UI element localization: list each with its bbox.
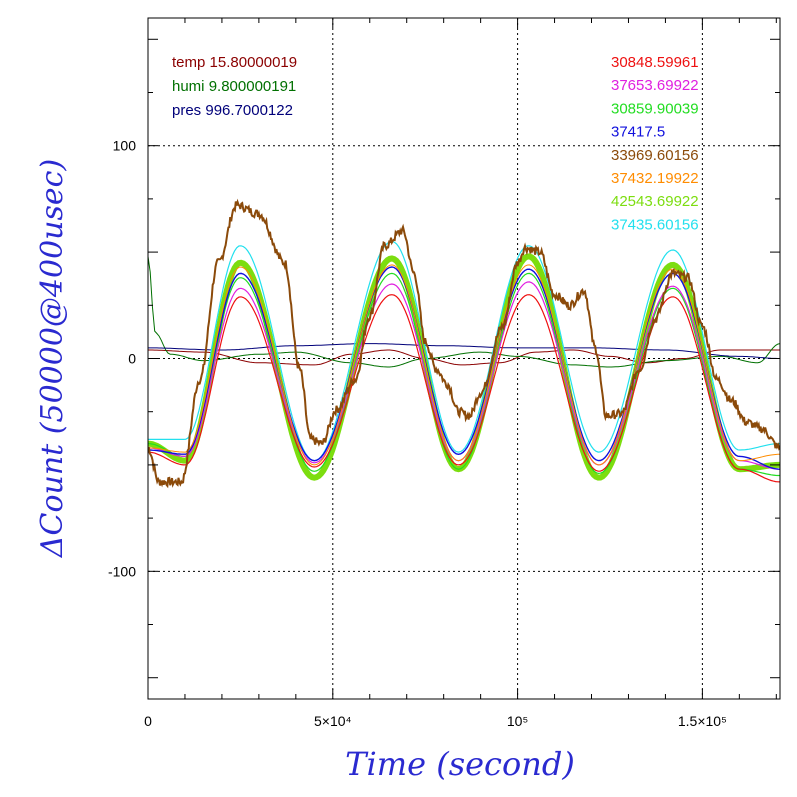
env-legend-name: temp (172, 54, 205, 71)
env-series-line-2 (148, 343, 780, 359)
series-legend-item: 37417.5 (611, 124, 665, 141)
series-legend-item: 33969.60156 (611, 147, 699, 164)
y-tick-label: 0 (128, 351, 136, 367)
series-line-0 (148, 294, 780, 483)
x-tick-label: 0 (144, 713, 152, 729)
x-tick-label: 1.5×10⁵ (678, 713, 727, 729)
x-tick-label: 5×10⁴ (314, 713, 352, 729)
series-layer (148, 198, 780, 489)
series-line-2 (148, 272, 780, 477)
env-legend-temp: temp 15.80000019 (172, 54, 297, 71)
series-legend: 30848.59961 37653.69922 30859.90039 37417.5… (611, 54, 699, 233)
env-series-line-0 (148, 349, 780, 366)
env-series-line-1 (148, 256, 780, 368)
y-tick-label: 100 (113, 138, 137, 154)
series-line-4 (148, 198, 780, 489)
env-legend: temp 15.80000019 humi 9.800000191 pres 996… (172, 54, 297, 119)
y-axis-title: ΔCount (50000@400usec) (35, 159, 70, 558)
series-line-5 (148, 264, 780, 466)
tick-labels: 0 5×10⁴ 10⁵ 1.5×10⁵ 100 0 -100 (108, 138, 727, 729)
env-legend-humi: humi 9.800000191 (172, 78, 296, 95)
env-legend-value: 996.7000122 (205, 102, 293, 119)
series-legend-item: 37432.19922 (611, 170, 699, 187)
env-legend-value: 9.800000191 (209, 78, 297, 95)
env-legend-name: humi (172, 78, 205, 95)
env-legend-value: 15.80000019 (210, 54, 298, 71)
series-line-7 (148, 240, 780, 462)
env-legend-pres: pres 996.7000122 (172, 102, 293, 119)
series-legend-item: 37435.60156 (611, 216, 699, 233)
y-tick-label: -100 (108, 563, 136, 579)
series-legend-item: 30848.59961 (611, 54, 699, 71)
env-legend-name: pres (172, 102, 201, 119)
series-legend-item: 42543.69922 (611, 193, 699, 210)
x-axis-title: Time (second) (345, 745, 575, 783)
x-tick-label: 10⁵ (507, 713, 528, 729)
minor-ticks (148, 18, 780, 699)
series-legend-item: 37653.69922 (611, 77, 699, 94)
series-legend-item: 30859.90039 (611, 100, 699, 117)
